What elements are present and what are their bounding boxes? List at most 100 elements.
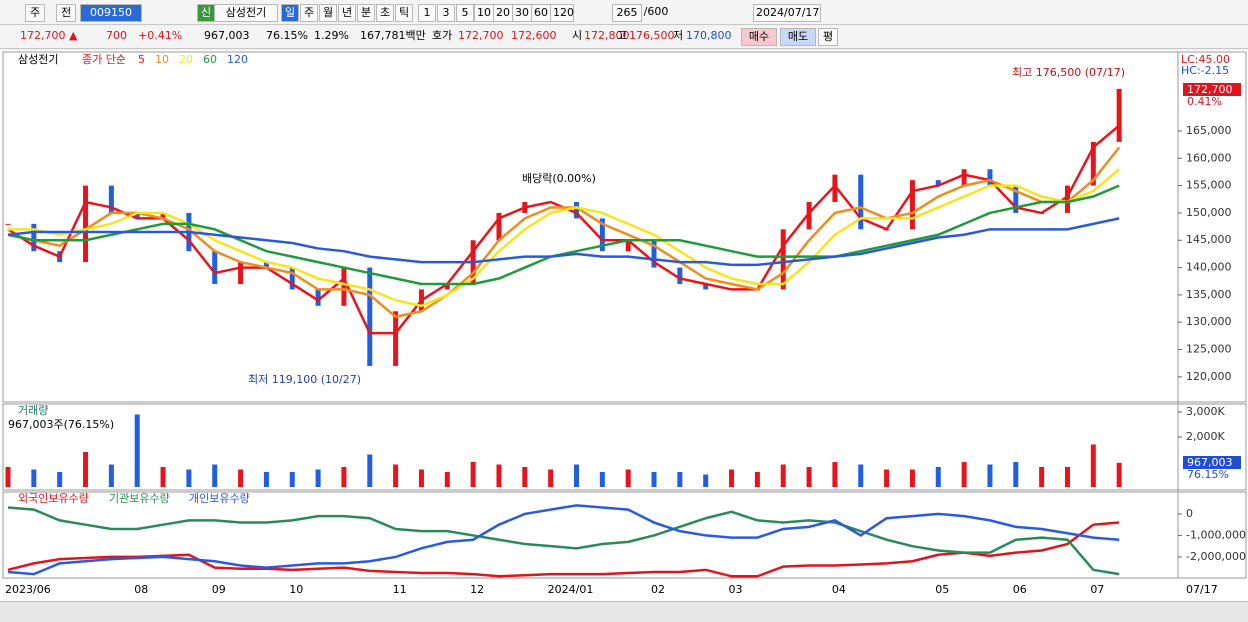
candle	[677, 267, 683, 284]
candle	[909, 180, 915, 230]
toolbar-button[interactable]: 삼성전기	[214, 4, 278, 22]
volume-bar	[806, 467, 812, 487]
candle	[160, 212, 166, 219]
toolbar-button[interactable]: /600	[643, 5, 669, 18]
candle	[289, 267, 295, 290]
volume-bar	[212, 464, 218, 487]
annotation: 최저 119,100 (10/27)	[248, 373, 361, 386]
scrollbar[interactable]	[0, 601, 1248, 622]
x-tick-label: 08	[134, 583, 148, 596]
toolbar-button[interactable]: 일	[281, 4, 299, 22]
quote-field: 호가	[432, 29, 453, 42]
x-tick-label: 04	[832, 583, 846, 596]
volume-bar	[599, 472, 605, 487]
volume-bar	[961, 462, 967, 487]
candle	[108, 185, 114, 213]
quote-field: 167,781백만	[360, 29, 426, 42]
toolbar-button[interactable]: 60	[531, 4, 551, 22]
volume-bar	[625, 469, 631, 487]
quote-field: +0.41%	[138, 29, 183, 42]
panel	[2, 491, 1247, 579]
candle	[5, 223, 11, 225]
volume-bar	[315, 469, 321, 487]
candle	[315, 289, 321, 306]
series-line	[7, 504, 1120, 576]
candle	[987, 169, 993, 186]
volume-bar	[1064, 467, 1070, 487]
quote-field: 76.15%	[266, 29, 308, 42]
toolbar-button[interactable]: 주	[25, 4, 45, 22]
y-tick-label: 150,000	[1186, 206, 1232, 219]
toolbar-button[interactable]: 265	[612, 4, 642, 22]
candle	[1013, 185, 1019, 213]
y-tick-label: 120,000	[1186, 370, 1232, 383]
toolbar-button[interactable]: 분	[357, 4, 375, 22]
toolbar-button[interactable]: 1	[418, 4, 436, 22]
volume-bar	[186, 469, 192, 487]
chart-title: 삼성전기	[18, 53, 58, 66]
legend-entry: 5	[138, 53, 145, 66]
toolbar-button[interactable]: 009150	[80, 4, 142, 22]
toolbar-button[interactable]: 120	[550, 4, 574, 22]
y-tick-label: 125,000	[1186, 343, 1232, 356]
candle	[806, 201, 812, 230]
axis-note: LC:45.00	[1181, 53, 1230, 66]
series-line	[8, 168, 1120, 308]
y-tick-label: 130,000	[1186, 315, 1232, 328]
volume-bar	[367, 454, 373, 487]
y-tick-label: 135,000	[1186, 288, 1232, 301]
candle	[780, 229, 786, 290]
toolbar-button[interactable]: 주	[300, 4, 318, 22]
candle	[961, 169, 967, 186]
candle	[858, 174, 864, 230]
candle	[832, 174, 838, 202]
quote-field[interactable]: 평	[818, 28, 838, 46]
panel-title: 거래량	[18, 404, 48, 417]
annotation: 최고 176,500 (07/17)	[1012, 66, 1125, 79]
volume-bar	[884, 469, 890, 487]
toolbar-button[interactable]: 20	[493, 4, 513, 22]
volume-bar	[832, 462, 838, 487]
volume-bar	[1090, 444, 1096, 487]
quote-field: 172,600	[511, 29, 557, 42]
volume-bar	[5, 467, 11, 487]
volume-bar	[238, 469, 244, 487]
toolbar-button[interactable]: 전	[56, 4, 76, 22]
toolbar-button[interactable]: 5	[456, 4, 474, 22]
toolbar-button[interactable]: 신	[197, 4, 215, 22]
volume-bar	[935, 467, 941, 487]
quote-field[interactable]: 매도	[780, 28, 816, 46]
volume-bar	[470, 462, 476, 487]
series-line	[7, 217, 1120, 267]
y-tick-label: 155,000	[1186, 179, 1232, 192]
candle	[393, 311, 399, 366]
toolbar-button[interactable]: 3	[437, 4, 455, 22]
last-volume: 967,003	[1187, 456, 1233, 469]
toolbar-button[interactable]: 월	[319, 4, 337, 22]
volume-bar	[341, 467, 347, 487]
candle	[703, 283, 709, 290]
volume-bar	[548, 469, 554, 487]
axis-note: HC:-2.15	[1181, 64, 1229, 77]
candle	[31, 223, 37, 252]
candle	[367, 267, 373, 366]
toolbar-button[interactable]: 틱	[395, 4, 413, 22]
volume-bar	[858, 464, 864, 487]
toolbar-button[interactable]: 초	[376, 4, 394, 22]
volume-bar	[703, 474, 709, 487]
volume-bar	[522, 467, 528, 487]
candle	[651, 240, 657, 268]
toolbar-button[interactable]: 30	[512, 4, 532, 22]
quote-field: 저	[673, 29, 684, 42]
quote-field[interactable]: 매수	[741, 28, 777, 46]
toolbar: 주 전 009150 신 삼성전기 일 주 월 년 분 초 틱 1 3 5 10 20 30 60 120 265/60…	[0, 0, 1248, 25]
series-line	[7, 506, 1120, 576]
x-tick-label: 05	[935, 583, 949, 596]
toolbar-button[interactable]: 2024/07/17	[753, 4, 821, 22]
last-change: 0.41%	[1187, 95, 1222, 108]
volume-bar	[393, 464, 399, 487]
volume-bar	[987, 464, 993, 487]
toolbar-button[interactable]: 년	[338, 4, 356, 22]
toolbar-button[interactable]: 10	[474, 4, 494, 22]
candle	[134, 212, 140, 219]
